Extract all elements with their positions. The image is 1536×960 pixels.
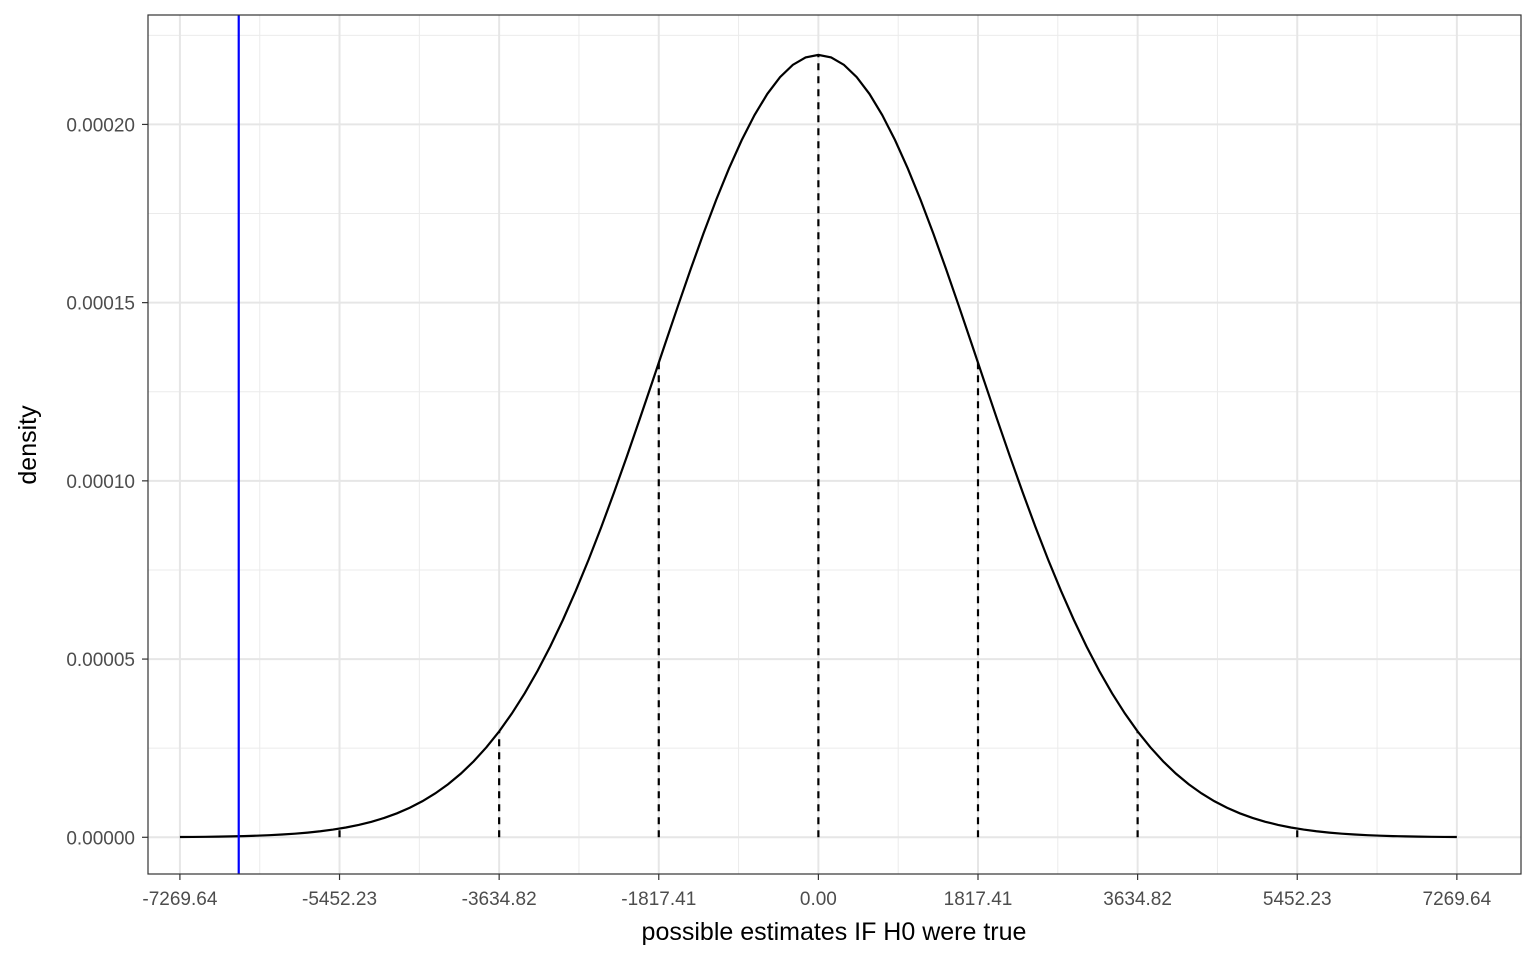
y-axis-title: density xyxy=(14,405,42,485)
x-tick-label: -7269.64 xyxy=(142,889,217,910)
x-tick-label: -1817.41 xyxy=(621,889,696,910)
y-tick-label: 0.00005 xyxy=(66,650,135,671)
y-tick-label: 0.00020 xyxy=(66,115,135,136)
x-tick-label: 0.00 xyxy=(800,889,837,910)
y-tick-label: 0.00010 xyxy=(66,472,135,493)
x-axis: -7269.64 -5452.23 -3634.82 -1817.41 0.00 1817… xyxy=(142,874,1492,910)
y-tick-label: 0.00015 xyxy=(66,294,135,315)
x-tick-label: 5452.23 xyxy=(1263,889,1332,910)
x-tick-label: 1817.41 xyxy=(944,889,1013,910)
x-tick-label: 7269.64 xyxy=(1423,889,1492,910)
density-curve xyxy=(179,53,1457,839)
x-axis-title: possible estimates IF H0 were true xyxy=(642,918,1027,946)
dashed-reference-lines xyxy=(338,54,1299,838)
y-tick-label: 0.00000 xyxy=(66,828,135,849)
x-tick-label: -3634.82 xyxy=(462,889,537,910)
x-tick-label: -5452.23 xyxy=(302,889,377,910)
y-axis: 0.00000 0.00005 0.00010 0.00015 0.00020 xyxy=(66,115,148,849)
minor-gridlines xyxy=(148,15,1521,874)
panel-background xyxy=(148,15,1521,874)
x-tick-label: 3634.82 xyxy=(1103,889,1172,910)
panel-border xyxy=(147,14,1522,875)
